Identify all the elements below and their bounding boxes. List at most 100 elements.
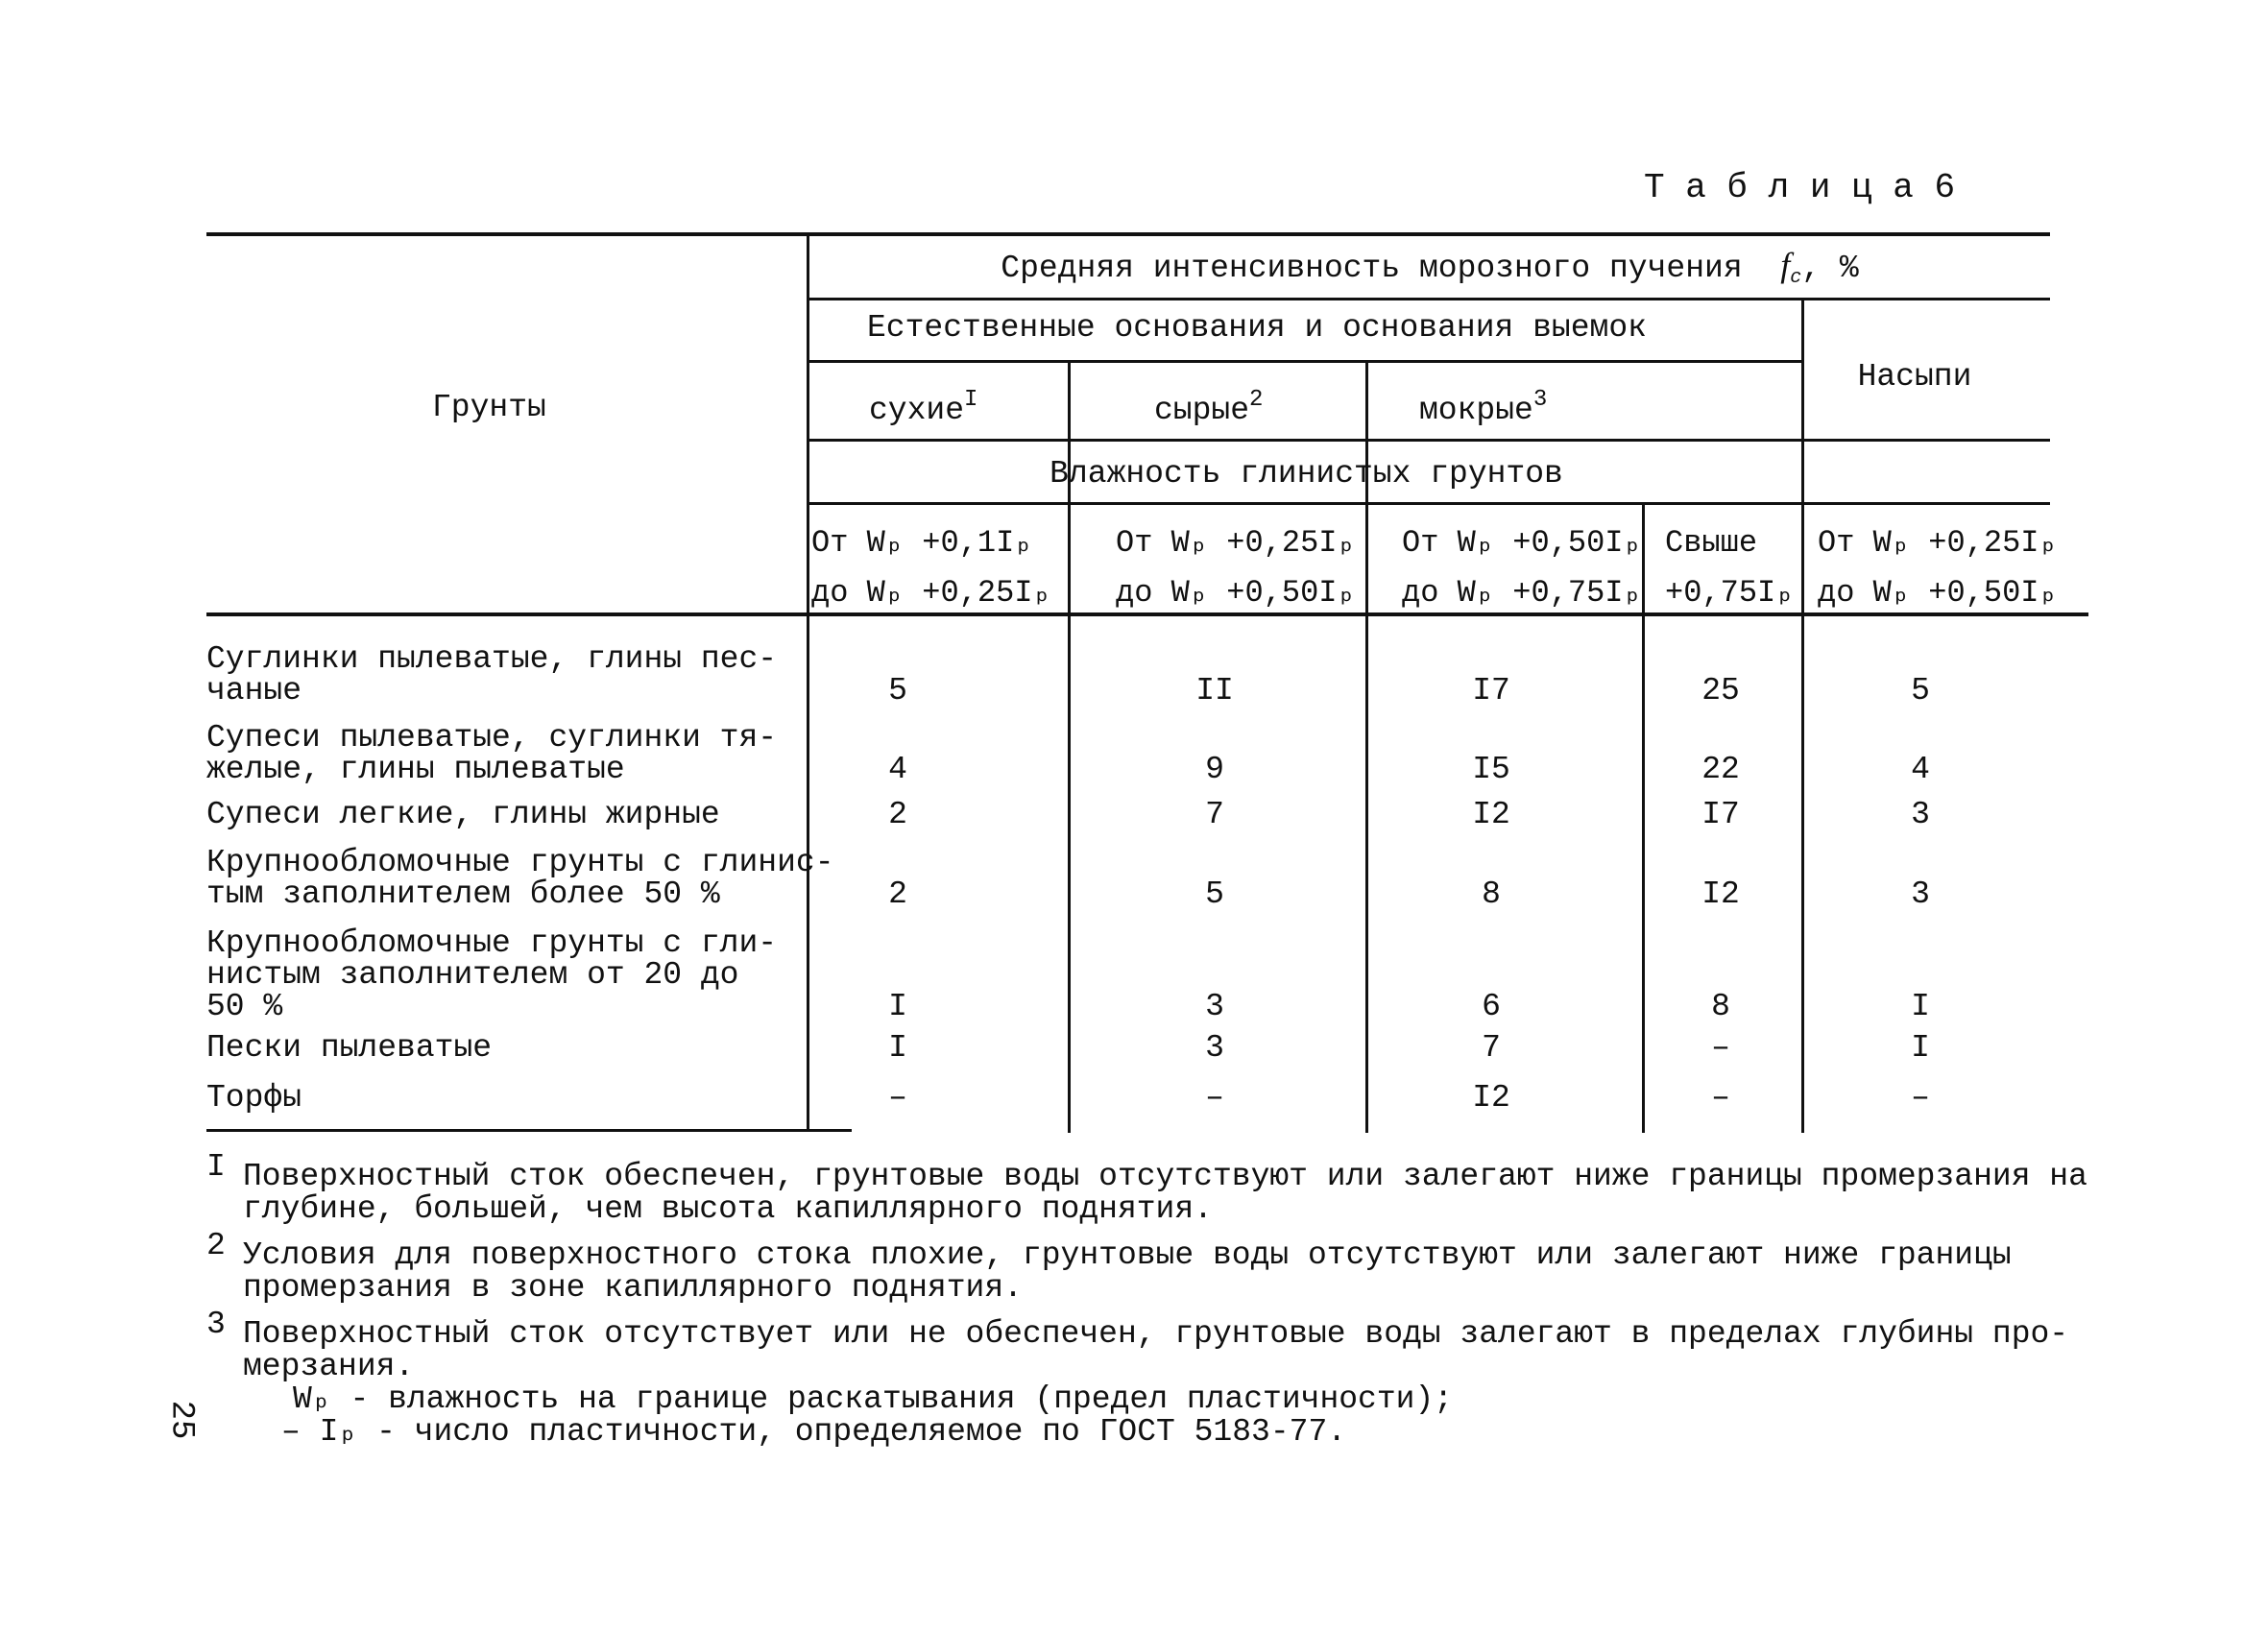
table-cell: I5 bbox=[1472, 752, 1510, 787]
row-label-line: желые, глины пылеватые bbox=[206, 752, 625, 787]
table-cell: 3 bbox=[1911, 877, 1930, 912]
table-cell: 22 bbox=[1701, 752, 1740, 787]
range-from: От Wₚ +0,25Iₚ bbox=[1818, 525, 2058, 561]
range-4: Свыше +0,75Iₚ bbox=[1665, 518, 1794, 618]
footnote-text: промерзания в зоне капиллярного поднятия… bbox=[243, 1270, 1023, 1306]
col-divider bbox=[1801, 298, 1804, 1133]
table-cell: 2 bbox=[888, 877, 907, 912]
header-damp: сырые2 bbox=[1154, 387, 1264, 427]
footnote-1: I Поверхностный сток обеспечен, грунтовы… bbox=[206, 1151, 2087, 1226]
table-cell: 5 bbox=[888, 673, 907, 708]
footnote-2: 2 Условия для поверхностного стока плохи… bbox=[206, 1230, 2087, 1306]
table-cell: 5 bbox=[1911, 673, 1930, 708]
table-cell: 7 bbox=[1205, 797, 1224, 832]
range-1: От Wₚ +0,1Iₚ до Wₚ +0,25Iₚ bbox=[811, 518, 1051, 618]
range-from: Свыше bbox=[1665, 525, 1758, 561]
header-intensity-symbol: f bbox=[1780, 246, 1791, 284]
footnote-3: 3 Поверхностный сток отсутствует или не … bbox=[206, 1309, 2087, 1384]
table-cell: II bbox=[1195, 673, 1234, 708]
table-cell: 25 bbox=[1701, 673, 1740, 708]
table-cell: I2 bbox=[1472, 1080, 1510, 1116]
range-2: От Wₚ +0,25Iₚ до Wₚ +0,50Iₚ bbox=[1116, 518, 1356, 618]
row-label-line: Суглинки пылеватые, глины пес- bbox=[206, 641, 778, 677]
rule bbox=[809, 502, 2050, 505]
table-cell: I bbox=[1911, 1030, 1930, 1066]
row-label: Супеси легкие, глины жирные bbox=[206, 799, 720, 830]
range-to: +0,75Iₚ bbox=[1665, 575, 1795, 611]
footnote-ref: 2 bbox=[1249, 387, 1264, 413]
row-label: Суглинки пылеватые, глины пес-чаные bbox=[206, 643, 777, 707]
footnote-text: мерзания. bbox=[243, 1349, 415, 1384]
row-label-line: Пески пылеватые bbox=[206, 1030, 493, 1066]
header-intensity-sub: c bbox=[1790, 267, 1802, 289]
table-cell: 4 bbox=[1911, 752, 1930, 787]
table-cell: 8 bbox=[1711, 989, 1730, 1024]
range-to: до Wₚ +0,50Iₚ bbox=[1116, 575, 1356, 611]
table-cell: 9 bbox=[1205, 752, 1224, 787]
table-cell: I bbox=[888, 1030, 907, 1066]
footnote-text: Поверхностный сток отсутствует или не об… bbox=[243, 1316, 2069, 1352]
row-label-line: Торфы bbox=[206, 1080, 302, 1116]
rule bbox=[809, 298, 2050, 300]
row-label-line: Супеси легкие, глины жирные bbox=[206, 797, 720, 832]
table-cell: – bbox=[1911, 1080, 1930, 1116]
range-from: От Wₚ +0,50Iₚ bbox=[1402, 525, 1642, 561]
footnote-mark: 2 bbox=[206, 1228, 226, 1263]
header-dry: сухиеI bbox=[869, 387, 978, 428]
row-label: Пески пылеватые bbox=[206, 1032, 492, 1064]
table-cell: – bbox=[1711, 1030, 1730, 1066]
col-divider bbox=[1365, 360, 1368, 1133]
range-3: От Wₚ +0,50Iₚ до Wₚ +0,75Iₚ bbox=[1402, 518, 1642, 618]
header-wet: мокрые3 bbox=[1419, 387, 1548, 428]
table-cell: I7 bbox=[1472, 673, 1510, 708]
header-soils: Грунты bbox=[432, 390, 546, 425]
table-cell: 4 bbox=[888, 752, 907, 787]
table-cell: – bbox=[1711, 1080, 1730, 1116]
header-natural: Естественные основания и основания выемо… bbox=[867, 310, 1647, 346]
table-cell: 3 bbox=[1205, 989, 1224, 1024]
row-label-line: нистым заполнителем от 20 до bbox=[206, 957, 739, 993]
rule-top bbox=[206, 232, 2050, 236]
header-intensity-text: Средняя интенсивность морозного пучения bbox=[1001, 251, 1743, 286]
footnote-text: Поверхностный сток обеспечен, грунтовые … bbox=[243, 1159, 2087, 1194]
row-label: Супеси пылеватые, суглинки тя-желые, гли… bbox=[206, 722, 777, 785]
footnotes: I Поверхностный сток обеспечен, грунтовы… bbox=[206, 1147, 2087, 1449]
table-cell: 3 bbox=[1911, 797, 1930, 832]
table-cell: 7 bbox=[1482, 1030, 1501, 1066]
table-cell: I bbox=[888, 989, 907, 1024]
rule-bottom bbox=[206, 1129, 852, 1132]
table-label: Т а б л и ц а 6 bbox=[1644, 168, 1956, 207]
table-cell: 6 bbox=[1482, 989, 1501, 1024]
row-label-line: чаные bbox=[206, 673, 302, 708]
row-label-line: тым заполнителем более 50 % bbox=[206, 877, 720, 912]
table-cell: 5 bbox=[1205, 877, 1224, 912]
row-label: Торфы bbox=[206, 1082, 302, 1114]
col-divider bbox=[1642, 502, 1645, 1133]
header-wet-text: мокрые bbox=[1419, 393, 1533, 428]
range-to: до Wₚ +0,25Iₚ bbox=[811, 575, 1051, 611]
footnote-ref: 3 bbox=[1532, 387, 1548, 413]
range-from: От Wₚ +0,1Iₚ bbox=[811, 525, 1033, 561]
range-5: От Wₚ +0,25Iₚ до Wₚ +0,50Iₚ bbox=[1818, 518, 2058, 618]
footnote-ref: I bbox=[964, 387, 978, 413]
header-dry-text: сухие bbox=[869, 393, 965, 428]
table-cell: – bbox=[1205, 1080, 1224, 1116]
page-number: 25 bbox=[162, 1400, 200, 1440]
rule-header-bottom bbox=[206, 612, 2088, 616]
row-label-line: Супеси пылеватые, суглинки тя- bbox=[206, 720, 778, 756]
table-cell: 8 bbox=[1482, 877, 1501, 912]
table-cell: I2 bbox=[1701, 877, 1740, 912]
rule bbox=[809, 439, 2050, 442]
row-label-line: 50 % bbox=[206, 989, 283, 1024]
range-from: От Wₚ +0,25Iₚ bbox=[1116, 525, 1356, 561]
header-moisture: Влажность глинистых грунтов bbox=[1050, 456, 1563, 492]
table-cell: 2 bbox=[888, 797, 907, 832]
row-label: Крупнообломочные грунты с глинис-тым зап… bbox=[206, 847, 834, 910]
table-cell: I2 bbox=[1472, 797, 1510, 832]
rule bbox=[809, 360, 1803, 363]
footnote-mark: 3 bbox=[206, 1307, 226, 1342]
footnote-text: Условия для поверхностного стока плохие,… bbox=[243, 1237, 2012, 1273]
table-cell: I bbox=[1911, 989, 1930, 1024]
row-label: Крупнообломочные грунты с гли-нистым зап… bbox=[206, 927, 777, 1022]
header-intensity-unit: , % bbox=[1801, 251, 1859, 286]
